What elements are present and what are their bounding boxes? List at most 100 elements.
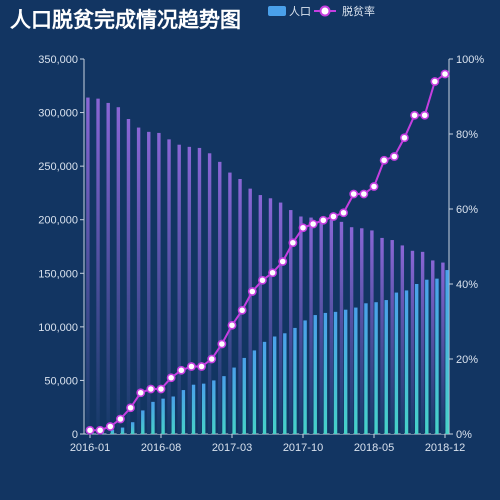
- bar-lifted[interactable]: [151, 401, 155, 434]
- bar-poverty[interactable]: [126, 119, 131, 434]
- bar-lifted[interactable]: [232, 367, 236, 434]
- bar-lifted[interactable]: [212, 380, 216, 434]
- bar-poverty[interactable]: [400, 245, 405, 434]
- bar-poverty[interactable]: [207, 153, 212, 435]
- bar-poverty[interactable]: [96, 98, 100, 434]
- rate-point[interactable]: [298, 223, 308, 233]
- rate-point[interactable]: [308, 219, 318, 229]
- legend[interactable]: 人口 脱贫率: [268, 4, 375, 18]
- bar-lifted[interactable]: [293, 327, 297, 434]
- bar-lifted[interactable]: [445, 270, 449, 434]
- rate-point[interactable]: [146, 384, 156, 394]
- bar-lifted[interactable]: [252, 350, 257, 434]
- rate-point[interactable]: [318, 215, 328, 225]
- bar-poverty[interactable]: [410, 250, 415, 434]
- rate-point[interactable]: [95, 425, 105, 435]
- bar-lifted[interactable]: [181, 390, 186, 434]
- bar-poverty[interactable]: [106, 102, 110, 435]
- bar-poverty[interactable]: [157, 132, 161, 434]
- rate-point[interactable]: [207, 354, 217, 364]
- bar-lifted[interactable]: [171, 396, 175, 435]
- bar-poverty[interactable]: [289, 210, 293, 434]
- bar-lifted[interactable]: [191, 384, 196, 434]
- bar-lifted[interactable]: [333, 311, 338, 434]
- bar-lifted[interactable]: [242, 357, 246, 434]
- rate-point[interactable]: [268, 268, 277, 278]
- rate-point[interactable]: [359, 189, 369, 199]
- rate-point[interactable]: [349, 189, 359, 199]
- rate-point[interactable]: [136, 388, 146, 398]
- bar-lifted[interactable]: [141, 410, 145, 434]
- bar-poverty[interactable]: [380, 237, 384, 434]
- bar-lifted[interactable]: [425, 279, 429, 434]
- bar-poverty[interactable]: [431, 260, 435, 434]
- bar-poverty[interactable]: [329, 219, 334, 434]
- bar-poverty[interactable]: [360, 228, 364, 434]
- rate-point[interactable]: [247, 287, 257, 296]
- rate-point[interactable]: [400, 133, 409, 143]
- rate-point[interactable]: [237, 305, 247, 315]
- rate-point[interactable]: [105, 422, 115, 431]
- bar-lifted[interactable]: [313, 315, 317, 434]
- rate-point[interactable]: [430, 77, 440, 86]
- rate-point[interactable]: [278, 257, 288, 266]
- rate-point[interactable]: [329, 212, 338, 221]
- bar-lifted[interactable]: [201, 383, 206, 434]
- bar-poverty[interactable]: [370, 230, 374, 434]
- bar-poverty[interactable]: [197, 147, 202, 434]
- bar-poverty[interactable]: [390, 240, 394, 434]
- bar-poverty[interactable]: [147, 131, 151, 435]
- bar-poverty[interactable]: [248, 188, 252, 434]
- rate-point[interactable]: [126, 403, 135, 413]
- bar-lifted[interactable]: [272, 336, 277, 435]
- bar-lifted[interactable]: [303, 320, 307, 434]
- rate-point[interactable]: [217, 339, 227, 349]
- bar-lifted[interactable]: [354, 307, 358, 434]
- rate-point[interactable]: [227, 320, 237, 330]
- bar-lifted[interactable]: [435, 278, 439, 434]
- bar-lifted[interactable]: [161, 398, 165, 434]
- rate-point[interactable]: [197, 362, 206, 371]
- bar-poverty[interactable]: [258, 195, 263, 434]
- bar-poverty[interactable]: [268, 198, 273, 434]
- bar-lifted[interactable]: [374, 302, 378, 434]
- rate-point[interactable]: [420, 110, 430, 120]
- bar-lifted[interactable]: [222, 376, 226, 434]
- bar-poverty[interactable]: [187, 146, 192, 435]
- rate-point[interactable]: [369, 182, 379, 191]
- bar-lifted[interactable]: [404, 290, 409, 434]
- bar-lifted[interactable]: [364, 303, 368, 434]
- rate-point[interactable]: [187, 362, 196, 371]
- rate-point[interactable]: [166, 373, 176, 383]
- bar-lifted[interactable]: [130, 422, 135, 434]
- bar-lifted[interactable]: [394, 292, 399, 434]
- bar-poverty[interactable]: [136, 127, 141, 434]
- bar-poverty[interactable]: [349, 227, 354, 434]
- bar-poverty[interactable]: [167, 139, 171, 435]
- rate-point[interactable]: [379, 155, 389, 165]
- rate-point[interactable]: [176, 365, 186, 375]
- rate-point[interactable]: [258, 275, 267, 285]
- bar-poverty[interactable]: [299, 216, 303, 435]
- bar-lifted[interactable]: [343, 309, 348, 434]
- rate-point[interactable]: [116, 414, 125, 424]
- bar-poverty[interactable]: [309, 217, 313, 434]
- bar-poverty[interactable]: [339, 221, 344, 434]
- bar-poverty[interactable]: [441, 262, 445, 434]
- bar-poverty[interactable]: [278, 202, 283, 434]
- bar-poverty[interactable]: [228, 172, 232, 434]
- bar-poverty[interactable]: [218, 161, 222, 435]
- rate-point[interactable]: [288, 238, 298, 248]
- bar-lifted[interactable]: [262, 341, 267, 434]
- bar-poverty[interactable]: [177, 144, 181, 434]
- rate-point[interactable]: [85, 425, 95, 435]
- rate-point[interactable]: [440, 69, 450, 79]
- bar-poverty[interactable]: [116, 107, 121, 435]
- rate-point[interactable]: [389, 152, 399, 161]
- rate-point[interactable]: [410, 110, 419, 120]
- bar-lifted[interactable]: [414, 284, 419, 434]
- bar-poverty[interactable]: [86, 97, 90, 434]
- bar-poverty[interactable]: [420, 251, 425, 434]
- bar-lifted[interactable]: [323, 312, 328, 434]
- rate-point[interactable]: [156, 384, 166, 394]
